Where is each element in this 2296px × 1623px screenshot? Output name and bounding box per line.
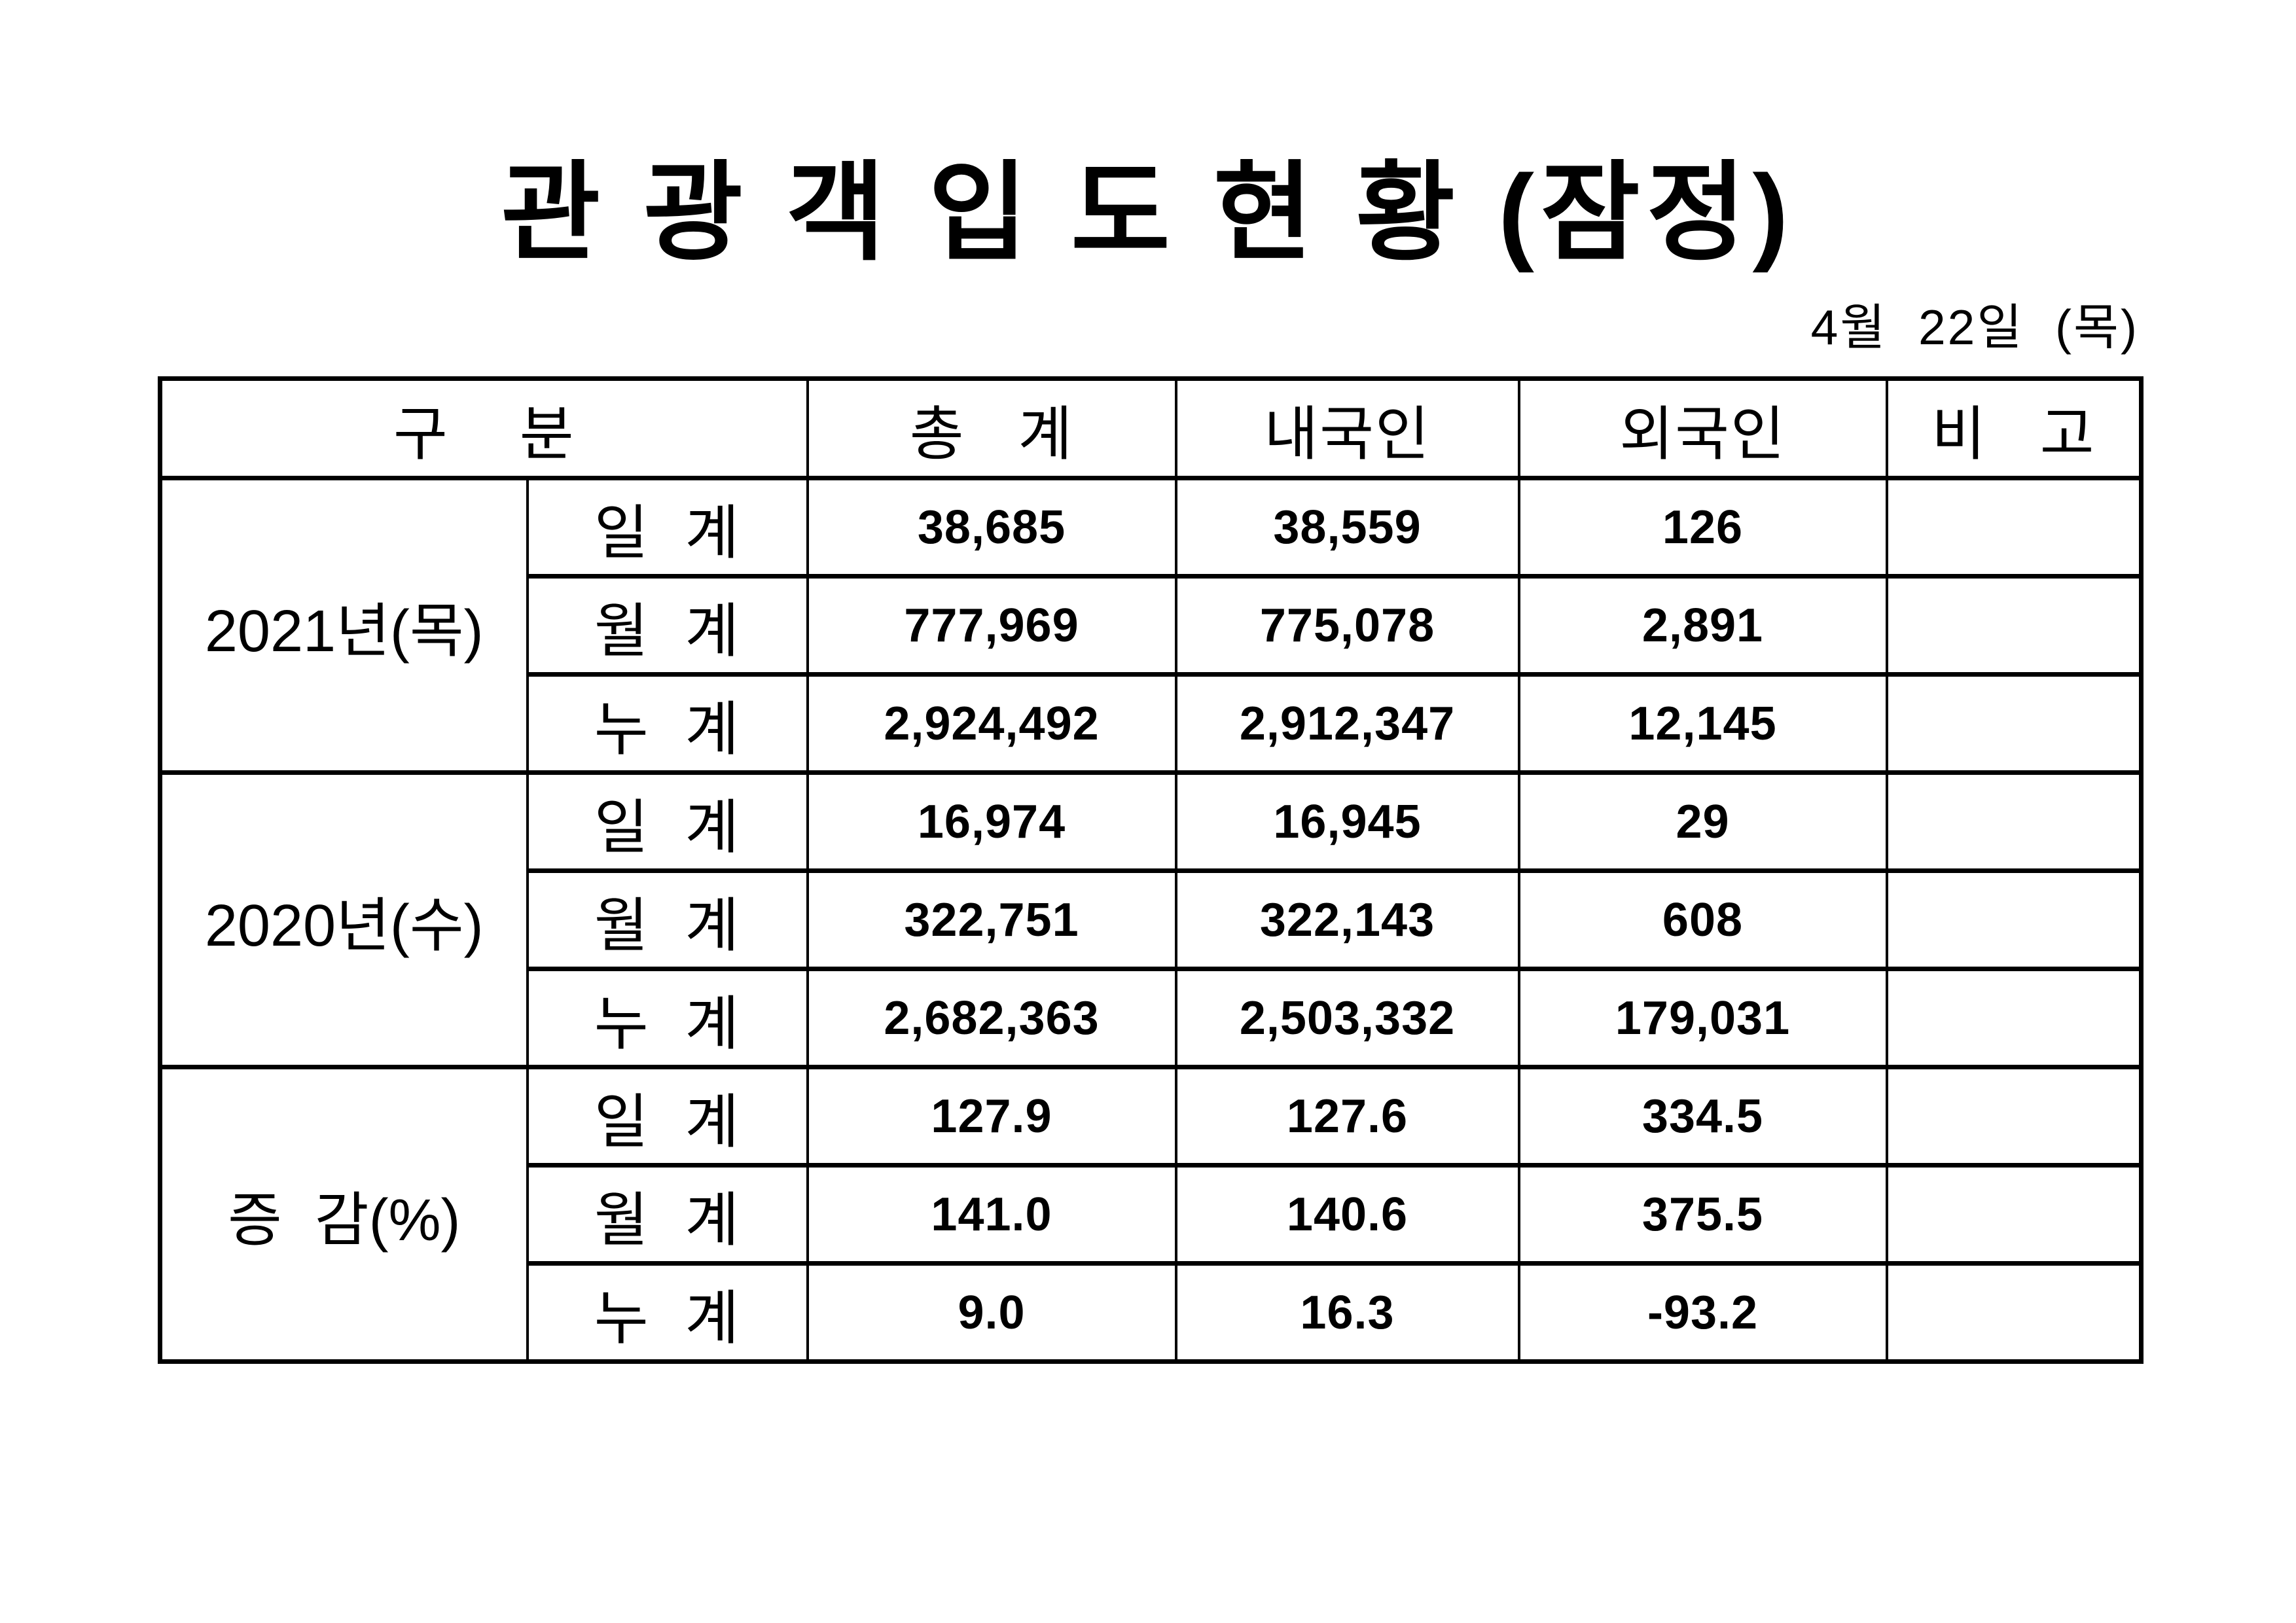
value-domestic: 775,078 bbox=[1174, 574, 1520, 677]
table-row: 증 감(%) 일 계 127.9 127.6 334.5 bbox=[158, 1065, 2143, 1364]
value-note bbox=[1885, 770, 2143, 873]
value-domestic: 127.6 bbox=[1174, 1065, 1520, 1168]
header-cell-domestic: 내국인 bbox=[1174, 376, 1520, 480]
value-note bbox=[1885, 476, 2143, 579]
row-label: 누 계 bbox=[526, 672, 809, 775]
group-label-2020: 2020년(수) bbox=[158, 770, 529, 1069]
value-total: 2,682,363 bbox=[806, 967, 1177, 1069]
value-foreign: 126 bbox=[1517, 476, 1888, 579]
value-note bbox=[1885, 574, 2143, 677]
value-total: 9.0 bbox=[806, 1261, 1177, 1364]
page-title: 관 광 객 입 도 현 황 (잠정) bbox=[501, 152, 1795, 273]
value-domestic: 322,143 bbox=[1174, 868, 1520, 971]
value-note bbox=[1885, 967, 2143, 1069]
value-total: 141.0 bbox=[806, 1163, 1177, 1266]
value-domestic: 2,503,332 bbox=[1174, 967, 1520, 1069]
table-row: 2020년(수) 일 계 16,974 16,945 29 bbox=[158, 770, 2143, 1069]
value-note bbox=[1885, 1163, 2143, 1266]
value-foreign: 334.5 bbox=[1517, 1065, 1888, 1168]
row-label: 누 계 bbox=[526, 1261, 809, 1364]
value-note bbox=[1885, 868, 2143, 971]
header-cell-total: 총 계 bbox=[806, 376, 1177, 480]
value-foreign: 2,891 bbox=[1517, 574, 1888, 677]
table-header-row: 구 분 총 계 내국인 외국인 비 고 bbox=[158, 376, 2143, 480]
value-foreign: 29 bbox=[1517, 770, 1888, 873]
group-label-2021: 2021년(목) bbox=[158, 476, 529, 775]
value-total: 38,685 bbox=[806, 476, 1177, 579]
value-foreign: 375.5 bbox=[1517, 1163, 1888, 1266]
value-foreign: -93.2 bbox=[1517, 1261, 1888, 1364]
row-label: 월 계 bbox=[526, 1163, 809, 1266]
value-foreign: 179,031 bbox=[1517, 967, 1888, 1069]
table-row: 월 계 322,751 322,143 608 bbox=[160, 868, 2143, 971]
value-note bbox=[1885, 1261, 2143, 1364]
header-cell-category: 구 분 bbox=[158, 376, 809, 480]
row-label: 월 계 bbox=[526, 574, 809, 677]
group-label-change: 증 감(%) bbox=[158, 1065, 529, 1364]
row-label: 일 계 bbox=[526, 770, 809, 873]
table-row: 월 계 141.0 140.6 375.5 bbox=[160, 1163, 2143, 1266]
header-cell-note: 비 고 bbox=[1885, 376, 2143, 480]
header-cell-foreign: 외국인 bbox=[1517, 376, 1888, 480]
table-row: 누 계 2,924,492 2,912,347 12,145 bbox=[160, 672, 2143, 775]
value-total: 777,969 bbox=[806, 574, 1177, 677]
row-label: 일 계 bbox=[526, 476, 809, 579]
report-date: 4월 22일 (목) bbox=[1810, 300, 2139, 355]
tourist-arrival-table: 구 분 총 계 내국인 외국인 비 고 2021년(목) 일 계 38,685 … bbox=[158, 376, 2144, 1364]
value-total: 322,751 bbox=[806, 868, 1177, 971]
value-total: 16,974 bbox=[806, 770, 1177, 873]
value-domestic: 16.3 bbox=[1174, 1261, 1520, 1364]
table-row: 누 계 2,682,363 2,503,332 179,031 bbox=[160, 967, 2143, 1069]
table-row: 월 계 777,969 775,078 2,891 bbox=[160, 574, 2143, 677]
value-domestic: 140.6 bbox=[1174, 1163, 1520, 1266]
value-total: 2,924,492 bbox=[806, 672, 1177, 775]
value-domestic: 16,945 bbox=[1174, 770, 1520, 873]
row-label: 일 계 bbox=[526, 1065, 809, 1168]
table-row: 2021년(목) 일 계 38,685 38,559 126 bbox=[158, 476, 2143, 775]
row-label: 월 계 bbox=[526, 868, 809, 971]
row-label: 누 계 bbox=[526, 967, 809, 1069]
value-total: 127.9 bbox=[806, 1065, 1177, 1168]
value-domestic: 38,559 bbox=[1174, 476, 1520, 579]
table-row: 누 계 9.0 16.3 -93.2 bbox=[160, 1261, 2143, 1364]
value-domestic: 2,912,347 bbox=[1174, 672, 1520, 775]
value-note bbox=[1885, 1065, 2143, 1168]
value-note bbox=[1885, 672, 2143, 775]
value-foreign: 608 bbox=[1517, 868, 1888, 971]
value-foreign: 12,145 bbox=[1517, 672, 1888, 775]
